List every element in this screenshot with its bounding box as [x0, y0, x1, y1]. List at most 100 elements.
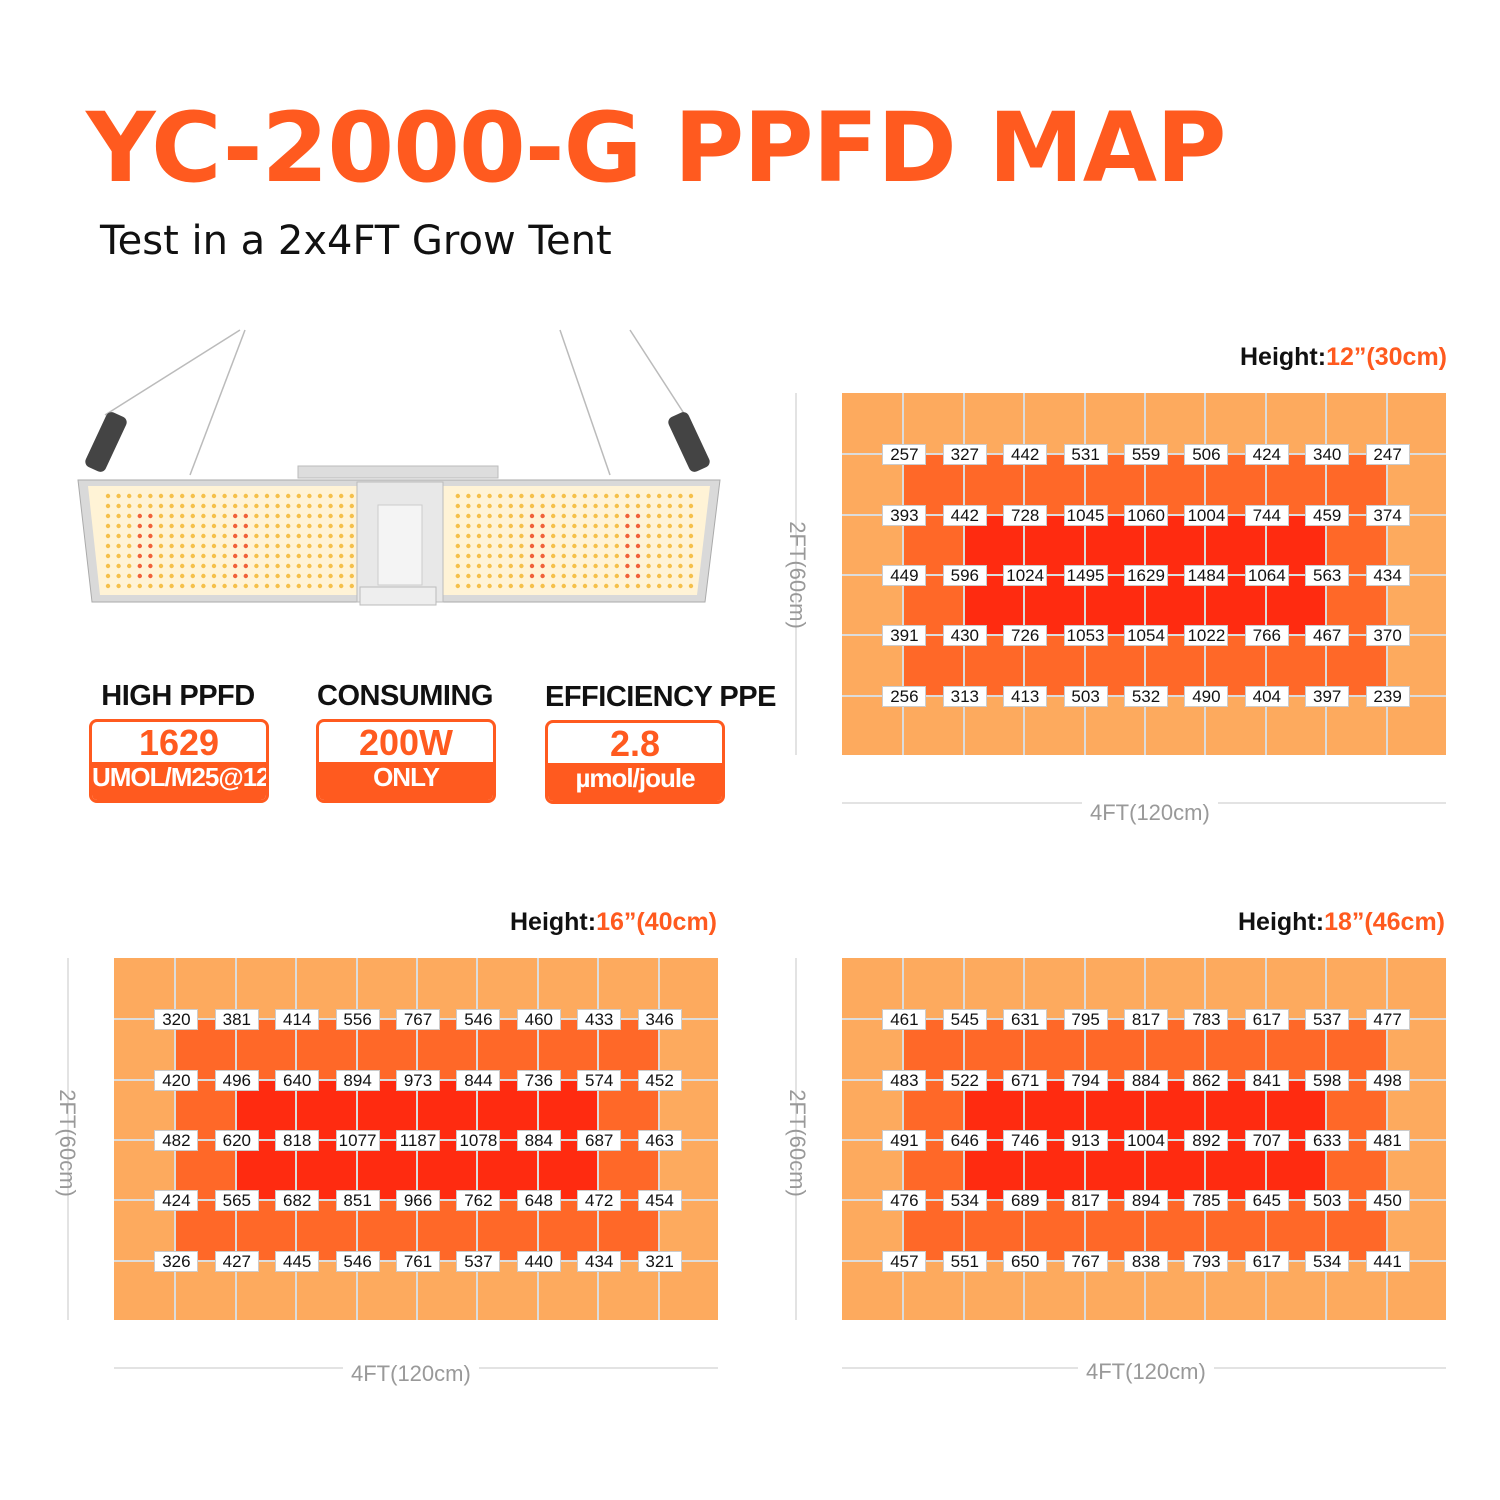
- led-dot: [317, 563, 323, 569]
- led-dot: [158, 523, 164, 529]
- led-dot: [201, 573, 206, 579]
- ppfd-value-label: 414: [275, 1009, 320, 1031]
- ppfd-value-label: 1053: [1063, 625, 1108, 647]
- ppfd-value-label: 726: [1003, 625, 1048, 647]
- ppfd-value-label: 746: [1003, 1130, 1048, 1151]
- led-dot: [286, 573, 291, 579]
- led-dot: [678, 503, 683, 509]
- led-dot: [678, 513, 683, 519]
- led-dot: [529, 503, 535, 509]
- led-dot: [254, 563, 259, 569]
- led-dot: [211, 553, 217, 559]
- led-dot: [127, 573, 132, 579]
- led-dot: [561, 543, 566, 549]
- led-dot: [180, 513, 185, 519]
- led-dot: [275, 553, 280, 559]
- led-dot: [667, 553, 672, 559]
- led-dot: [678, 583, 683, 589]
- stat-consuming: CONSUMING 200W ONLY: [316, 680, 496, 803]
- led-dot: [667, 573, 672, 579]
- led-dot: [487, 513, 492, 519]
- heatmap-cell: [416, 958, 477, 1019]
- led-dot: [243, 583, 248, 589]
- led-dot: [169, 553, 174, 559]
- ppfd-value-label: 449: [882, 565, 927, 586]
- ppfd-value-label: 397: [1305, 685, 1350, 707]
- led-dot: [169, 523, 174, 529]
- led-dot: [519, 583, 524, 589]
- led-dot: [455, 533, 460, 539]
- led-dot: [678, 543, 683, 549]
- led-dot: [635, 523, 641, 529]
- led-dot: [190, 573, 195, 579]
- ppfd-value-label: 598: [1305, 1069, 1350, 1091]
- led-dot: [646, 513, 651, 519]
- led-dot: [646, 553, 651, 559]
- led-dot: [455, 563, 460, 569]
- led-dot: [487, 553, 492, 559]
- led-dot: [190, 583, 195, 589]
- led-dot: [201, 563, 206, 569]
- led-dot: [211, 583, 217, 589]
- led-dot: [667, 543, 672, 549]
- width-dimension-label: 4FT(120cm): [1078, 1359, 1214, 1385]
- led-dot: [307, 573, 312, 579]
- led-dot: [519, 523, 524, 529]
- led-dot: [625, 553, 630, 559]
- height-dimension-label: 2FT(60cm): [785, 1089, 810, 1197]
- led-dot: [466, 543, 471, 549]
- led-dot: [604, 533, 609, 539]
- led-dot: [667, 563, 672, 569]
- led-dot: [593, 493, 598, 499]
- led-dot: [667, 523, 672, 529]
- ppfd-value-label: 370: [1365, 625, 1410, 647]
- led-dot: [307, 553, 312, 559]
- led-dot: [339, 493, 344, 499]
- led-dot: [519, 563, 524, 569]
- led-dot: [614, 493, 619, 499]
- heatmap-cell: [1144, 393, 1205, 454]
- led-dot: [328, 503, 333, 509]
- led-dot: [328, 573, 333, 579]
- led-dot: [222, 533, 227, 539]
- heatmap-cell: [962, 393, 1024, 454]
- ppfd-value-label: 646: [942, 1130, 987, 1151]
- led-dot: [169, 493, 174, 499]
- ppfd-value-label: 617: [1244, 1009, 1289, 1031]
- ppfd-value-label: 728: [1003, 504, 1048, 526]
- ppfd-value-label: 534: [1305, 1250, 1350, 1272]
- led-dot: [614, 523, 619, 529]
- led-dot: [105, 543, 111, 549]
- led-dot: [593, 543, 598, 549]
- stat-label: EFFICIENCY PPE: [545, 681, 776, 713]
- led-dot: [116, 553, 121, 559]
- led-dot: [625, 573, 630, 579]
- led-dot: [551, 523, 556, 529]
- led-dot: [148, 583, 153, 589]
- ppfd-value-label: 1004: [1124, 1130, 1168, 1151]
- height-value: 16”(40cm): [596, 908, 717, 936]
- ppfd-heatmap-12in: 257 327 442 531 559 506 424 340 247 393 442 728 1045…: [842, 393, 1447, 756]
- led-dot: [201, 583, 206, 589]
- led-dot: [349, 583, 354, 589]
- led-dot: [625, 513, 630, 519]
- ppfd-value-label: 648: [516, 1190, 561, 1212]
- led-dot: [593, 563, 598, 569]
- ppfd-value-label: 633: [1305, 1130, 1350, 1151]
- led-dot: [349, 563, 354, 569]
- heatmap-cell: [1204, 958, 1266, 1019]
- ppfd-value-label: 441: [1365, 1250, 1410, 1272]
- ppfd-value-label: 454: [637, 1190, 682, 1212]
- led-dot: [476, 563, 482, 569]
- led-dot: [137, 523, 142, 529]
- led-dot: [190, 503, 195, 509]
- led-dot: [296, 543, 301, 549]
- ppfd-value-label: 617: [1244, 1250, 1289, 1272]
- led-dot: [572, 523, 577, 529]
- led-dot: [466, 513, 471, 519]
- led-dot: [127, 523, 132, 529]
- led-dot: [317, 523, 323, 529]
- led-dot: [296, 513, 301, 519]
- led-dot: [498, 563, 503, 569]
- led-dot: [635, 553, 641, 559]
